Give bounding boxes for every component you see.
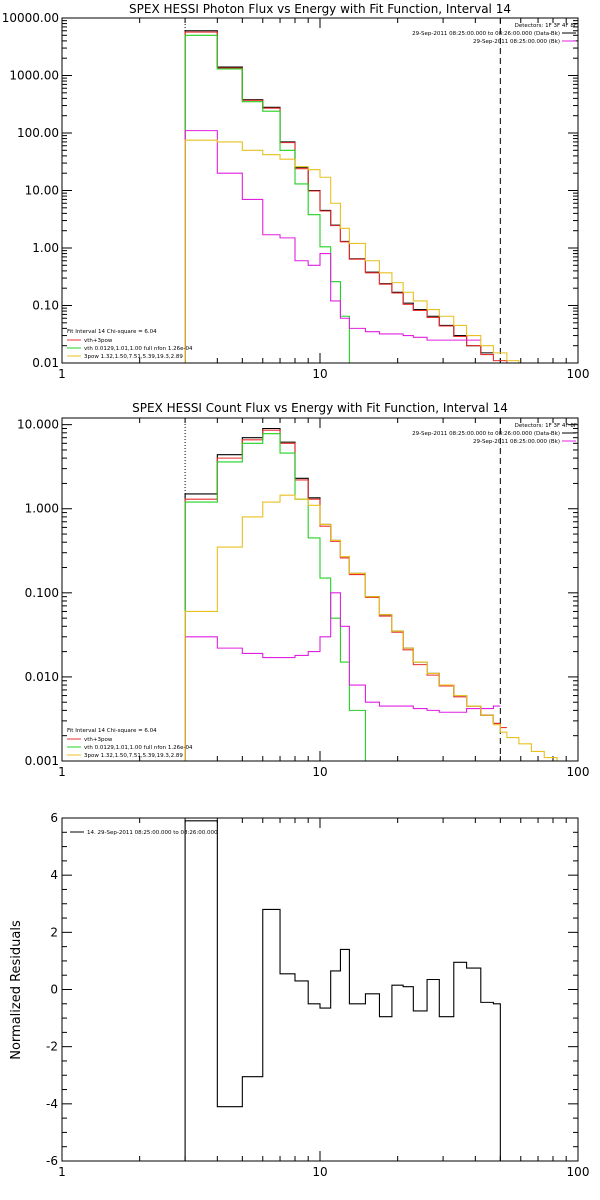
legend-line: vth 0.0129,1.01,1.00 full nfon 1.26e-04 (84, 346, 193, 352)
x-tick-label: 10 (312, 765, 327, 779)
y-tick-label: 1000.00 (9, 69, 59, 83)
legend-line: vth 0.0129,1.01,1.00 full nfon 1.26e-04 (84, 745, 193, 751)
residuals-panel: 1 10 100 6 4 2 0 -2 -4 -6 Normalized Residuals 14… (9, 811, 589, 1179)
count-flux-panel: SPEX HESSI Count Flux vs Energy with Fit… (17, 401, 589, 779)
series-vth (184, 433, 380, 762)
photon-flux-panel: SPEX HESSI Photon Flux vs Energy with Fi… (2, 2, 590, 381)
y-tick-label: -4 (46, 1097, 58, 1111)
x-tick-label: 1 (58, 367, 66, 381)
legend-line: 29-Sep-2011 08:25:00.000 to 08:26:00.000… (412, 431, 560, 437)
series-vth (184, 34, 366, 364)
series-pow (184, 139, 545, 364)
count-flux-vlines (184, 418, 501, 761)
y-tick-label: 4 (50, 868, 58, 882)
series-bk (184, 592, 501, 761)
legend-line: vth+3pow (84, 338, 113, 344)
y-tick-label: 10.00 (25, 184, 59, 198)
legend-line: Fit Interval 14 Chi-square = 6.04 (67, 728, 157, 734)
photon-flux-legend-bottom-left: Fit Interval 14 Chi-square = 6.04 vth+3p… (67, 329, 193, 360)
y-tick-label: 6 (50, 811, 58, 825)
y-tick-label: 0.010 (25, 670, 59, 684)
count-flux-legend-bottom-left: Fit Interval 14 Chi-square = 6.04 vth+3p… (67, 728, 193, 759)
legend-line: Detectors: 1F 3F 4F 8F (515, 423, 577, 429)
count-flux-legend-top-right: Detectors: 1F 3F 4F 8F 29-Sep-2011 08:25… (412, 423, 577, 445)
legend-line: Detectors: 1F 3F 4F 8F (515, 23, 577, 29)
series-data (184, 427, 501, 761)
series-bk (184, 130, 481, 363)
x-tick-label: 1 (58, 765, 66, 779)
photon-flux-ticks: 1 10 100 0.01 0.10 1.00 10.00 100.00 1000.00 1000… (2, 11, 590, 381)
legend-line: 29-Sep-2011 08:25:00.000 (Bk) (473, 439, 560, 445)
y-tick-label: 0.001 (25, 754, 59, 768)
x-tick-label: 100 (567, 765, 590, 779)
legend-line: 29-Sep-2011 08:25:00.000 to 08:26:00.000… (412, 31, 560, 37)
x-tick-label: 100 (567, 367, 590, 381)
series-pow (184, 494, 578, 762)
x-tick-label: 10 (312, 367, 327, 381)
photon-flux-legend-top-right: Detectors: 1F 3F 4F 8F 29-Sep-2011 08:25… (412, 23, 577, 45)
count-flux-frame (61, 417, 579, 762)
residuals-series (184, 820, 501, 1161)
series-residuals (184, 820, 501, 1161)
x-tick-label: 1 (58, 1165, 66, 1179)
count-flux-title: SPEX HESSI Count Flux vs Energy with Fit… (132, 401, 508, 415)
y-tick-label: 0 (50, 983, 58, 997)
y-tick-label: -6 (46, 1154, 58, 1168)
series-total (184, 429, 507, 761)
y-tick-label: 1.00 (32, 241, 59, 255)
y-tick-label: 0.10 (32, 299, 59, 313)
y-tick-label: 100.00 (17, 126, 59, 140)
photon-flux-frame (61, 17, 579, 364)
y-tick-label: 10.000 (17, 418, 59, 432)
series-total (184, 31, 545, 364)
count-flux-series (184, 427, 578, 762)
photon-flux-vlines (184, 18, 501, 363)
y-tick-label: -2 (46, 1040, 58, 1054)
y-tick-label: 0.01 (32, 356, 59, 370)
y-tick-label: 10000.00 (2, 11, 59, 25)
count-flux-ticks: 1 10 100 0.001 0.010 0.100 1.000 10.000 (17, 418, 589, 779)
photon-flux-title: SPEX HESSI Photon Flux vs Energy with Fi… (129, 2, 511, 16)
series-data (184, 30, 494, 363)
residuals-y-axis-label: Normalized Residuals (9, 920, 24, 1060)
y-tick-label: 2 (50, 925, 58, 939)
x-tick-label: 100 (567, 1165, 590, 1179)
legend-line: 3pow 1.32,1.50,7.51,5.39,19.3,2.89 (84, 354, 183, 360)
legend-line: Fit Interval 14 Chi-square = 6.04 (67, 329, 157, 335)
legend-line: 29-Sep-2011 08:25:00.000 (Bk) (473, 39, 560, 45)
y-tick-label: 1.000 (25, 502, 59, 516)
residuals-legend: 14. 29-Sep-2011 08:25:00.000 to 08:26:00… (87, 830, 218, 836)
legend-line: 3pow 1.32,1.50,7.51,5.39,19.3,2.89 (84, 753, 183, 759)
photon-flux-series (184, 30, 545, 364)
residuals-ticks: 1 10 100 6 4 2 0 -2 -4 -6 (46, 811, 589, 1179)
x-tick-label: 10 (312, 1165, 327, 1179)
y-tick-label: 0.100 (25, 586, 59, 600)
residuals-frame (61, 817, 579, 1162)
legend-line: vth+3pow (84, 737, 113, 743)
